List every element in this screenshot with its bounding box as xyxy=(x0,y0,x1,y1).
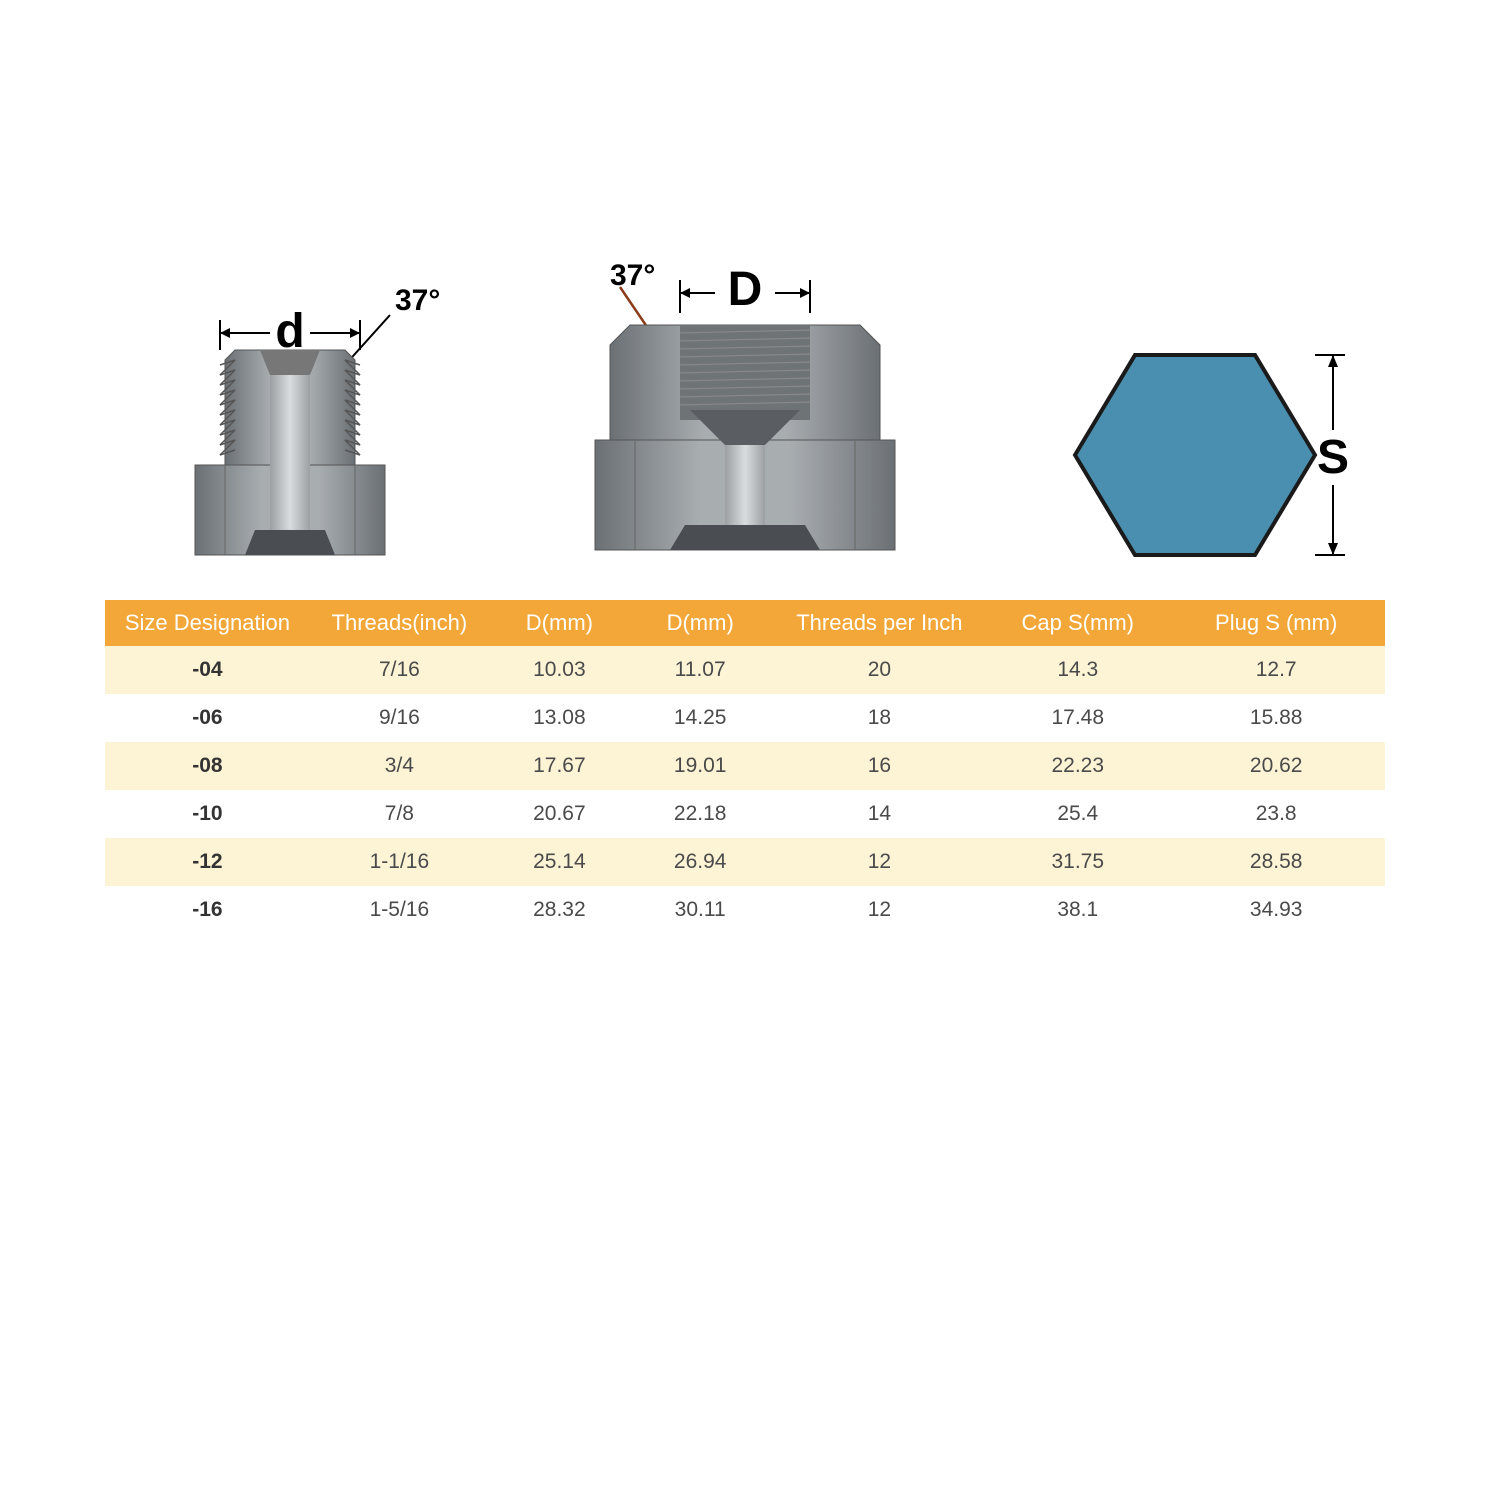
col-header: D(mm) xyxy=(489,600,630,646)
cap-angle-label: 37° xyxy=(610,259,655,292)
table-row: -047/16 10.0311.07 2014.3 12.7 xyxy=(105,646,1385,694)
col-header: Cap S(mm) xyxy=(988,600,1167,646)
hexagon-shape xyxy=(1075,355,1315,555)
table-row: -121-1/16 25.1426.94 1231.75 28.58 xyxy=(105,838,1385,886)
cap-diagram: 37° D xyxy=(550,245,910,585)
hex-dim-label: S xyxy=(1317,431,1349,484)
table-row: -069/16 13.0814.25 1817.48 15.88 xyxy=(105,694,1385,742)
col-header: Threads(inch) xyxy=(310,600,489,646)
specs-table: Size Designation Threads(inch) D(mm) D(m… xyxy=(105,600,1385,934)
plug-angle-label: 37° xyxy=(395,284,440,317)
table-header-row: Size Designation Threads(inch) D(mm) D(m… xyxy=(105,600,1385,646)
table-row: -161-5/16 28.3230.11 1238.1 34.93 xyxy=(105,886,1385,934)
table-row: -083/4 17.6719.01 1622.23 20.62 xyxy=(105,742,1385,790)
col-header: Plug S (mm) xyxy=(1167,600,1385,646)
diagrams-row: d 37° xyxy=(105,215,1385,585)
col-header: Threads per Inch xyxy=(771,600,989,646)
table-row: -107/8 20.6722.18 1425.4 23.8 xyxy=(105,790,1385,838)
cap-dim-label: D xyxy=(728,263,763,316)
hex-diagram: S xyxy=(1015,325,1355,585)
plug-diagram: d 37° xyxy=(165,265,445,585)
col-header: Size Designation xyxy=(105,600,310,646)
col-header: D(mm) xyxy=(630,600,771,646)
